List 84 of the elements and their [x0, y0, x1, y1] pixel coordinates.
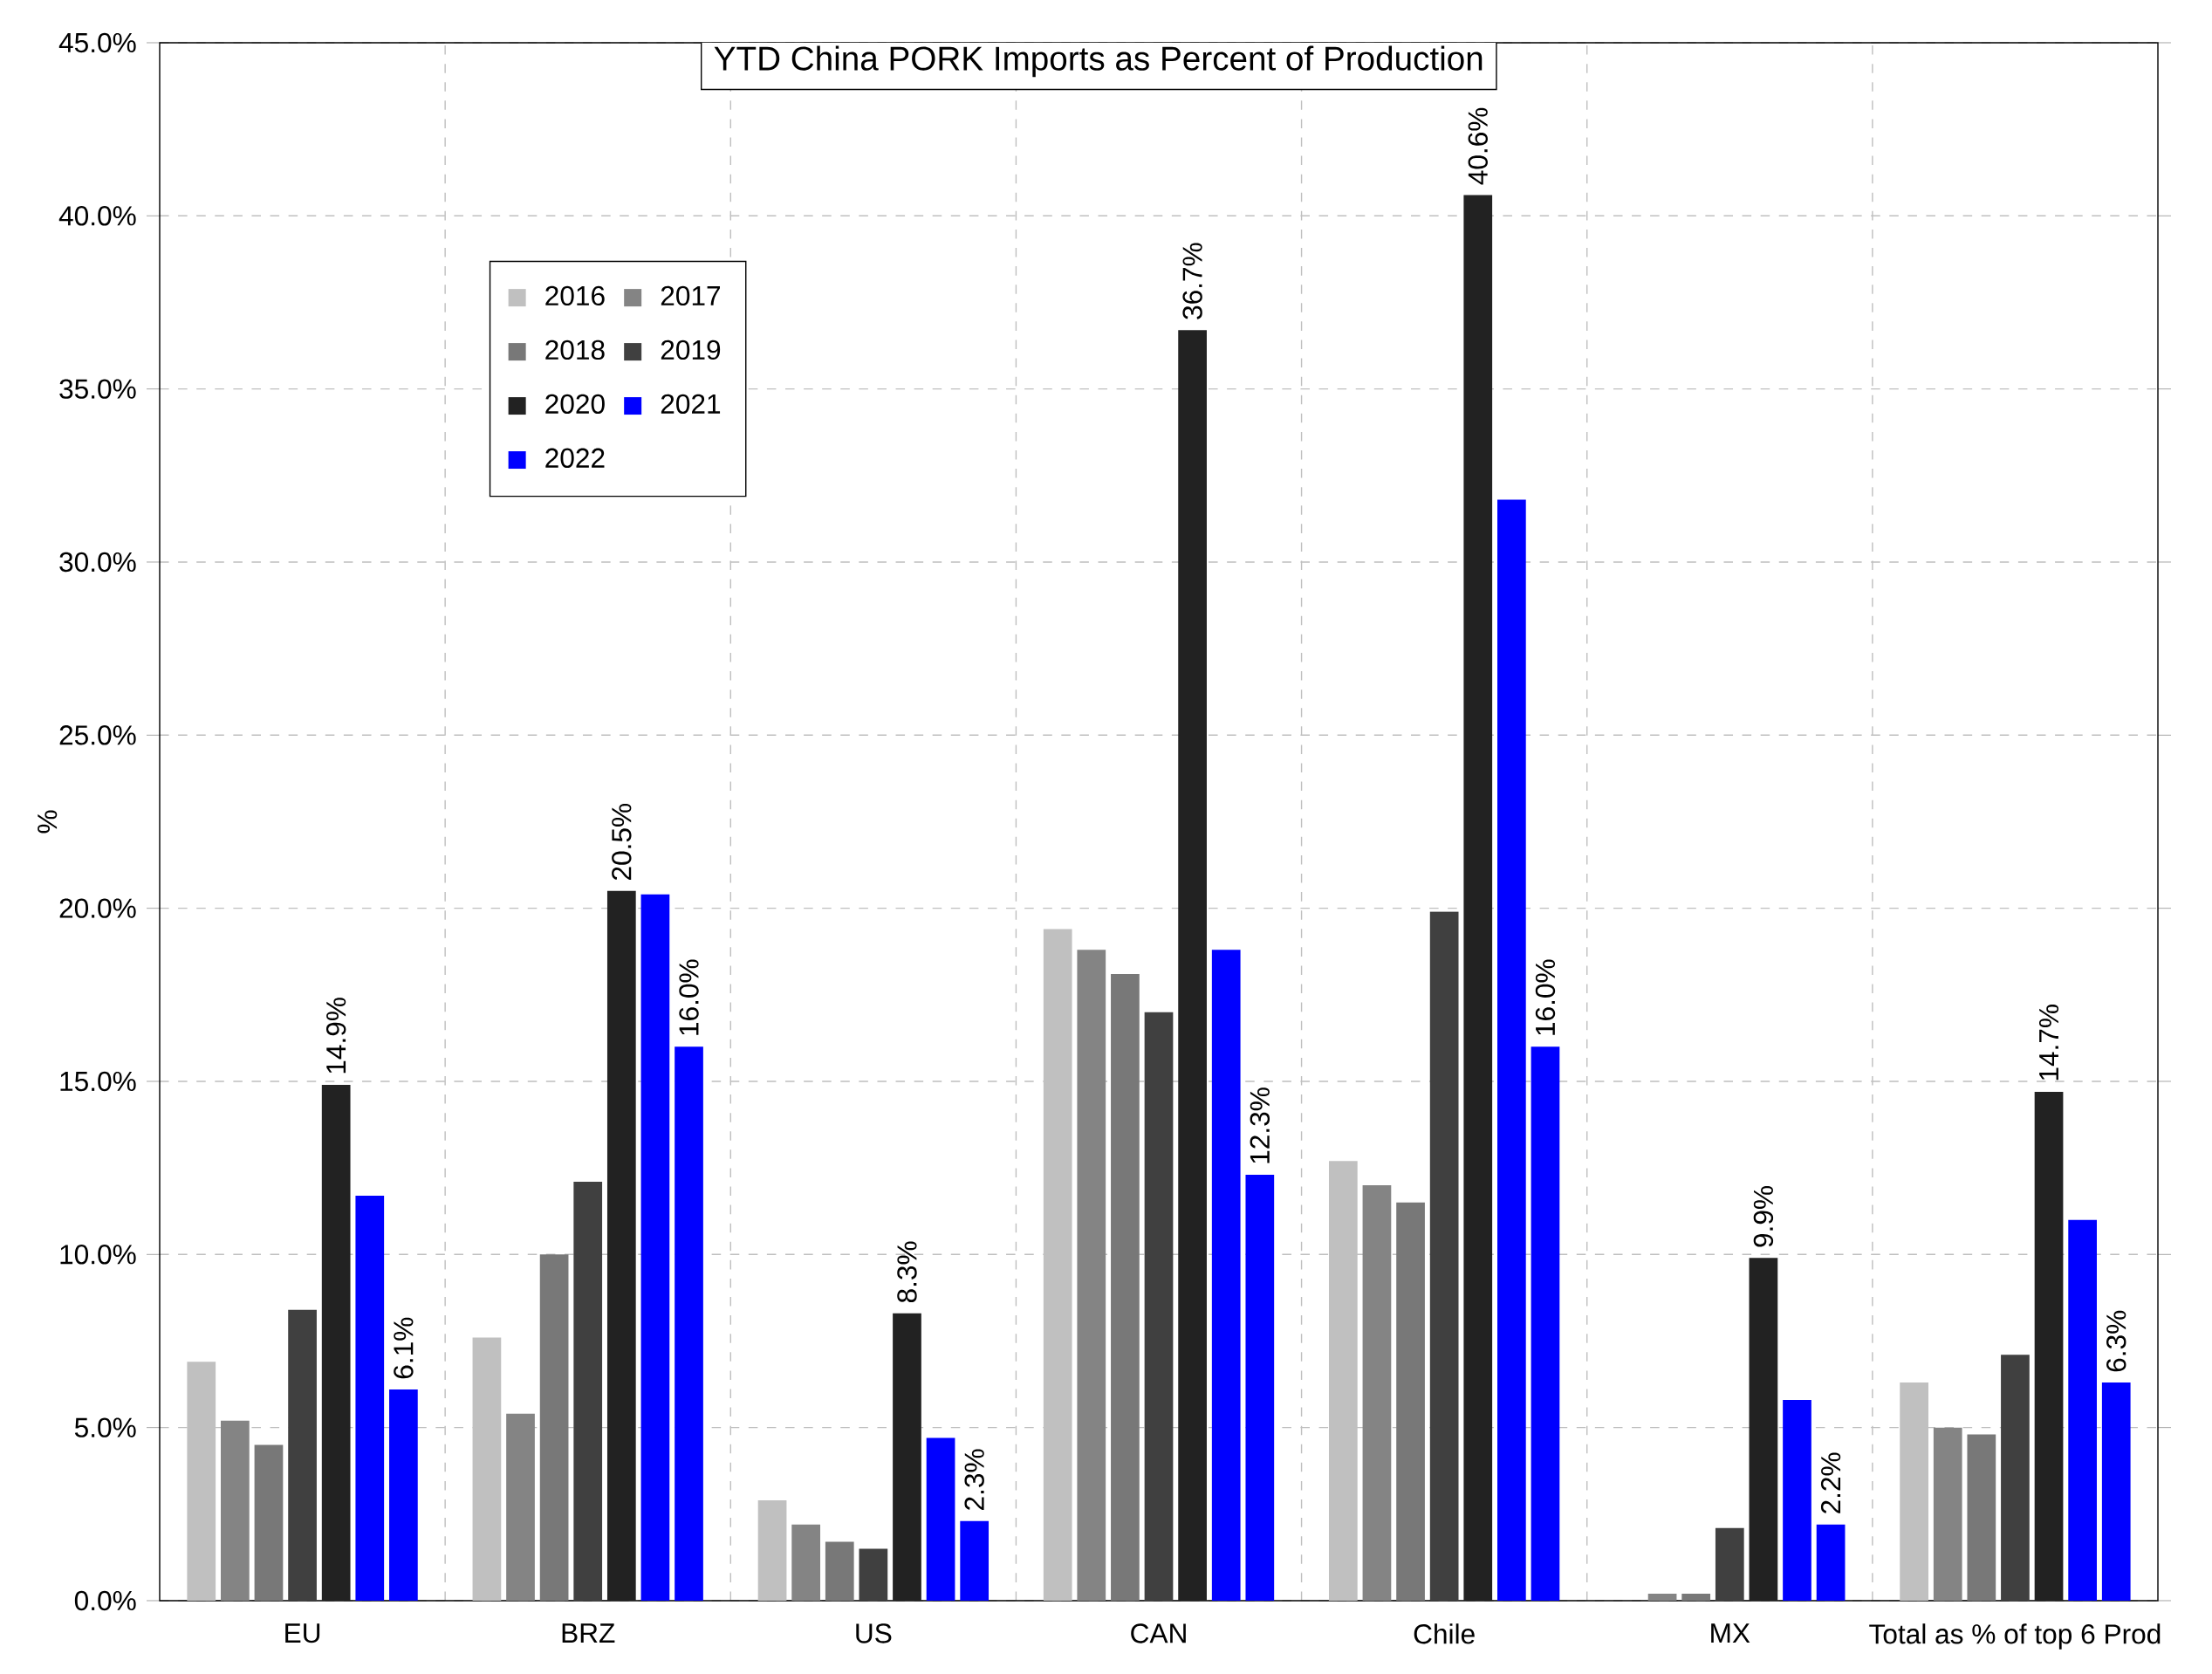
y-tick-label: 0.0% — [74, 1590, 136, 1611]
bar — [288, 1309, 317, 1601]
bar — [1463, 195, 1493, 1601]
bar — [1496, 499, 1526, 1601]
x-tick-label: Chile — [1414, 1623, 1475, 1644]
bar — [1396, 1202, 1425, 1601]
y-tick-label: 25.0% — [59, 725, 136, 745]
bar — [2001, 1355, 2030, 1601]
data-label: 14.9% — [325, 998, 346, 1074]
bar — [1429, 911, 1459, 1601]
bar — [221, 1420, 250, 1601]
bar — [893, 1313, 921, 1601]
bar — [675, 1046, 703, 1601]
bar — [254, 1444, 284, 1601]
y-tick-label: 5.0% — [74, 1417, 136, 1437]
bar — [321, 1084, 351, 1601]
x-tick-label: US — [856, 1623, 892, 1643]
bar — [640, 894, 670, 1601]
data-label: 14.7% — [2038, 1005, 2059, 1081]
bar — [355, 1195, 385, 1601]
x-tick-label: BRZ — [562, 1623, 615, 1643]
data-label: 2.2% — [1820, 1452, 1841, 1513]
bar — [1715, 1527, 1744, 1601]
bar — [791, 1524, 821, 1601]
bar — [859, 1548, 888, 1601]
y-tick-label: 15.0% — [60, 1071, 136, 1092]
y-tick-label: 10.0% — [60, 1245, 136, 1265]
bar — [1933, 1427, 1962, 1601]
bar — [1362, 1184, 1392, 1601]
bar — [1211, 950, 1241, 1601]
data-label: 8.3% — [897, 1241, 917, 1303]
bar — [506, 1413, 535, 1601]
chart-title: YTD China PORK Imports as Percent of Production — [714, 45, 1483, 78]
bar — [2068, 1219, 2097, 1601]
bar — [472, 1337, 502, 1601]
x-tick-label: MX — [1711, 1623, 1750, 1643]
bar — [1749, 1258, 1778, 1601]
bar — [960, 1520, 990, 1601]
x-tick-label: EU — [285, 1623, 320, 1643]
data-label: 36.7% — [1182, 243, 1202, 319]
bar — [389, 1389, 418, 1601]
bar — [926, 1437, 955, 1601]
legend-label: 2016 — [545, 285, 605, 306]
bar — [1816, 1524, 1846, 1601]
data-label: 16.0% — [679, 959, 699, 1035]
legend-label: 2019 — [661, 340, 721, 360]
legend-label: 2017 — [661, 285, 721, 306]
bar — [606, 890, 636, 1601]
bar — [1144, 1012, 1174, 1601]
x-tick-label: CAN — [1131, 1623, 1186, 1643]
y-axis-title: % — [38, 810, 58, 834]
y-tick-label: 20.0% — [59, 898, 136, 918]
data-label: 12.3% — [1250, 1087, 1270, 1163]
bar — [2034, 1091, 2064, 1601]
data-label: 16.0% — [1535, 959, 1556, 1035]
legend-label: 2022 — [545, 448, 605, 469]
data-label: 2.3% — [964, 1449, 984, 1510]
bar — [1178, 330, 1207, 1601]
bar — [1967, 1434, 1996, 1601]
bar — [1245, 1175, 1275, 1601]
y-tick-label: 35.0% — [59, 379, 136, 399]
bar — [1077, 950, 1106, 1601]
legend-label: 2021 — [661, 394, 721, 415]
bar — [1111, 974, 1140, 1601]
bar — [1531, 1046, 1560, 1601]
bar — [1681, 1594, 1711, 1601]
bar — [1783, 1399, 1811, 1601]
legend-label: 2018 — [545, 340, 605, 360]
bar — [539, 1254, 569, 1601]
x-tick-label: Total as % of top 6 Prod — [1869, 1623, 2161, 1650]
bar — [2101, 1382, 2131, 1601]
y-tick-label: 30.0% — [59, 552, 136, 573]
data-label: 9.9% — [1753, 1186, 1774, 1247]
bar — [573, 1182, 603, 1601]
y-tick-label: 40.0% — [58, 206, 136, 226]
bar — [757, 1499, 787, 1601]
data-label: 20.5% — [612, 804, 632, 880]
bar — [825, 1541, 854, 1601]
legend-label: 2020 — [545, 394, 605, 415]
y-tick-label: 45.0% — [58, 32, 136, 53]
data-label: 6.1% — [394, 1317, 414, 1379]
data-label: 6.3% — [2106, 1310, 2126, 1372]
data-label: 40.6% — [1468, 107, 1488, 185]
bar — [1647, 1594, 1677, 1601]
